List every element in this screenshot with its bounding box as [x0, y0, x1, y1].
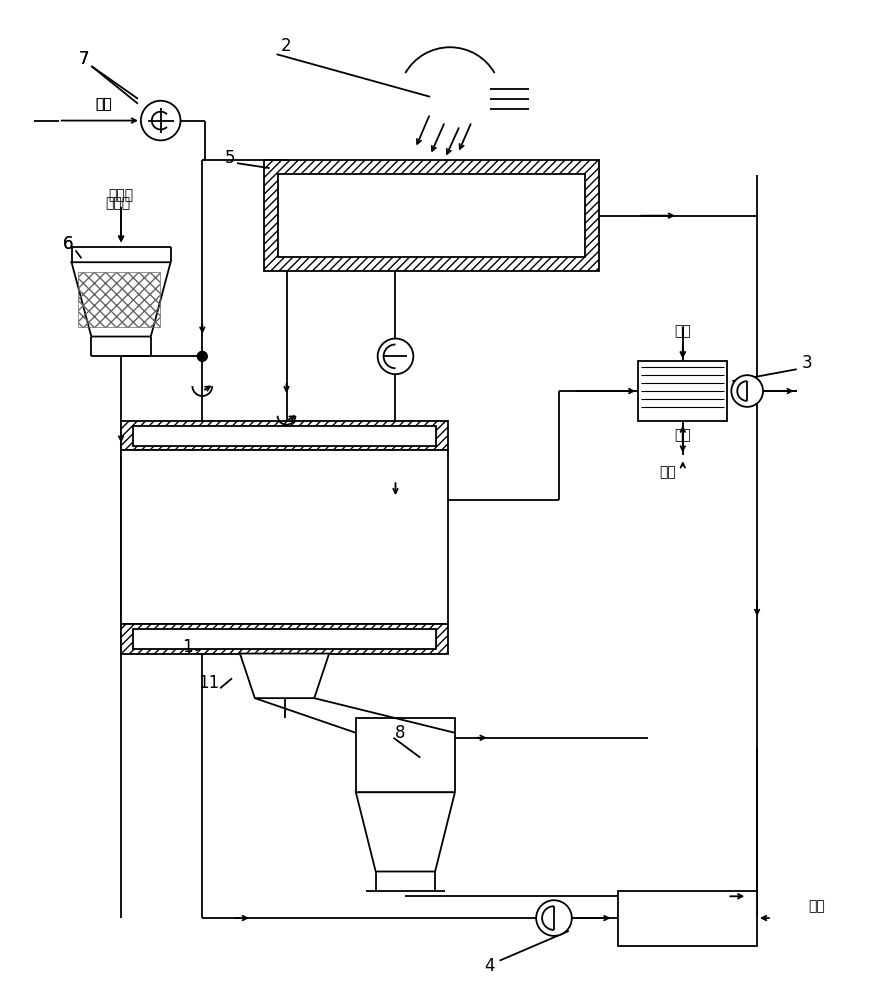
Circle shape: [730, 375, 763, 407]
Text: 焦油: 焦油: [674, 429, 690, 443]
Bar: [618, 891, 756, 946]
Text: 热水: 热水: [659, 465, 676, 479]
Bar: [121, 624, 448, 654]
Text: 6: 6: [63, 235, 73, 253]
Bar: [121, 450, 448, 624]
Text: 5: 5: [224, 149, 235, 167]
Text: 11: 11: [198, 674, 220, 692]
Bar: [637, 361, 727, 421]
Bar: [79, 272, 159, 327]
Text: 7: 7: [78, 50, 89, 68]
Polygon shape: [356, 792, 454, 872]
Text: 空气: 空气: [95, 97, 112, 111]
Text: 空气: 空气: [95, 97, 112, 111]
Polygon shape: [72, 262, 171, 337]
Text: 4: 4: [484, 957, 494, 975]
Text: 生物质: 生物质: [108, 188, 133, 202]
Text: 8: 8: [395, 724, 405, 742]
Bar: [277, 174, 584, 257]
Bar: [121, 421, 448, 450]
Circle shape: [536, 900, 571, 936]
Text: 3: 3: [800, 354, 811, 372]
Polygon shape: [240, 654, 329, 698]
Text: 空气: 空气: [807, 899, 824, 913]
Bar: [133, 426, 435, 446]
Text: 冷水: 冷水: [674, 325, 690, 339]
Text: 1: 1: [181, 638, 192, 656]
Circle shape: [198, 351, 207, 361]
Text: 2: 2: [281, 37, 291, 55]
Text: 7: 7: [78, 50, 89, 68]
Circle shape: [377, 339, 413, 374]
Text: 6: 6: [63, 235, 73, 253]
Circle shape: [140, 101, 181, 140]
Bar: [133, 629, 435, 649]
Bar: [356, 718, 454, 792]
Bar: [264, 160, 598, 271]
Text: 生物质: 生物质: [105, 196, 131, 210]
